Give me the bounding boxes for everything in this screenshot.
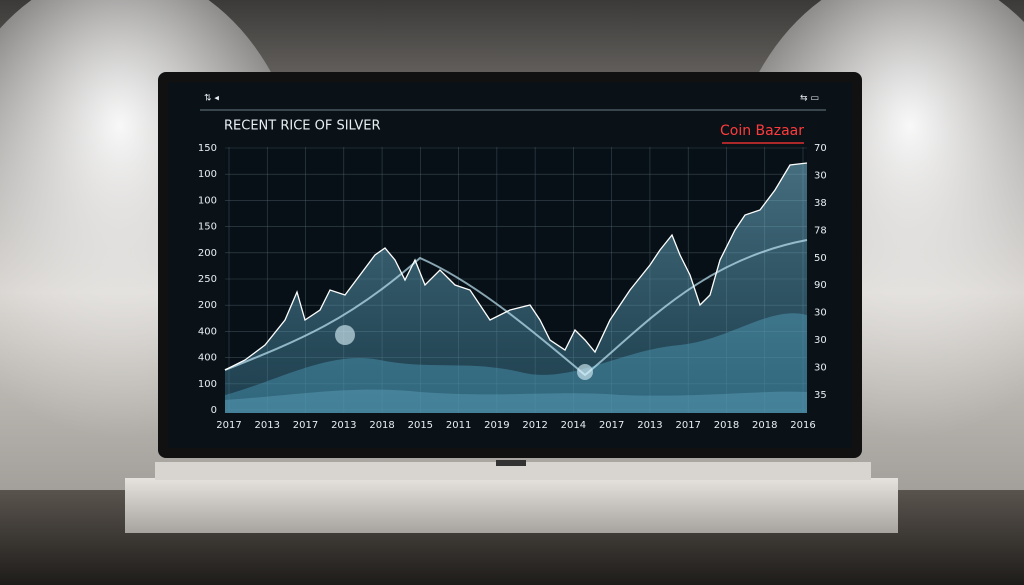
left-axis-label: 400 xyxy=(198,353,217,364)
right-axis-label: 30 xyxy=(814,335,827,346)
nav-icons: ⇅ ◂ xyxy=(204,94,219,104)
glow xyxy=(577,364,593,380)
glow xyxy=(335,325,355,345)
right-axis-label: 35 xyxy=(814,390,827,401)
x-axis-label: 2018 xyxy=(714,420,739,431)
x-axis-label: 2014 xyxy=(561,420,586,431)
x-axis-label: 2018 xyxy=(752,420,777,431)
x-axis-label: 2017 xyxy=(293,420,318,431)
stand xyxy=(125,478,898,533)
left-axis-label: 200 xyxy=(198,248,217,259)
x-axis-label: 2011 xyxy=(446,420,471,431)
x-axis-label: 2013 xyxy=(255,420,280,431)
smooth-curve xyxy=(224,239,808,377)
right-axis-label: 30 xyxy=(814,308,827,319)
x-axis-label: 2013 xyxy=(637,420,662,431)
x-axis-label: 2012 xyxy=(522,420,547,431)
right-axis-label: 90 xyxy=(814,280,827,291)
right-axis-label: 38 xyxy=(814,198,827,209)
x-axis-label: 2018 xyxy=(369,420,394,431)
price-line xyxy=(224,162,808,371)
right-axis-label: 78 xyxy=(814,225,827,236)
left-axis-label: 250 xyxy=(198,274,217,285)
left-axis-label: 400 xyxy=(198,326,217,337)
x-axis-label: 2017 xyxy=(599,420,624,431)
right-axis-label: 30 xyxy=(814,363,827,374)
left-axis-label: 150 xyxy=(198,222,217,233)
left-axis-label: 200 xyxy=(198,300,217,311)
x-axis-label: 2013 xyxy=(331,420,356,431)
x-axis-label: 2019 xyxy=(484,420,509,431)
chart-title: RECENT RICE OF SILVER xyxy=(224,119,381,134)
right-axis-label: 70 xyxy=(814,143,827,154)
stand-top xyxy=(155,462,871,480)
left-axis-label: 100 xyxy=(198,169,217,180)
plot: 2017 2013 2017 2013 2018 2015 2011 2019 2012 2014… xyxy=(198,143,827,431)
x-axis-label: 2015 xyxy=(408,420,433,431)
area xyxy=(225,163,807,413)
left-axis-label: 150 xyxy=(198,143,217,154)
brand: Coin Bazaar xyxy=(720,123,804,139)
left-axis-label: 100 xyxy=(198,195,217,206)
monitor-foot xyxy=(496,460,526,466)
x-axis-label: 2017 xyxy=(675,420,700,431)
x-axis-label: 2017 xyxy=(216,420,241,431)
left-axis-label: 0 xyxy=(211,405,217,416)
right-axis-label: 50 xyxy=(814,253,827,264)
window-icons: ⇆ ▭ xyxy=(800,94,819,104)
right-axis-label: 30 xyxy=(814,170,827,181)
left-axis-label: 100 xyxy=(198,379,217,390)
x-axis-label: 2016 xyxy=(790,420,815,431)
